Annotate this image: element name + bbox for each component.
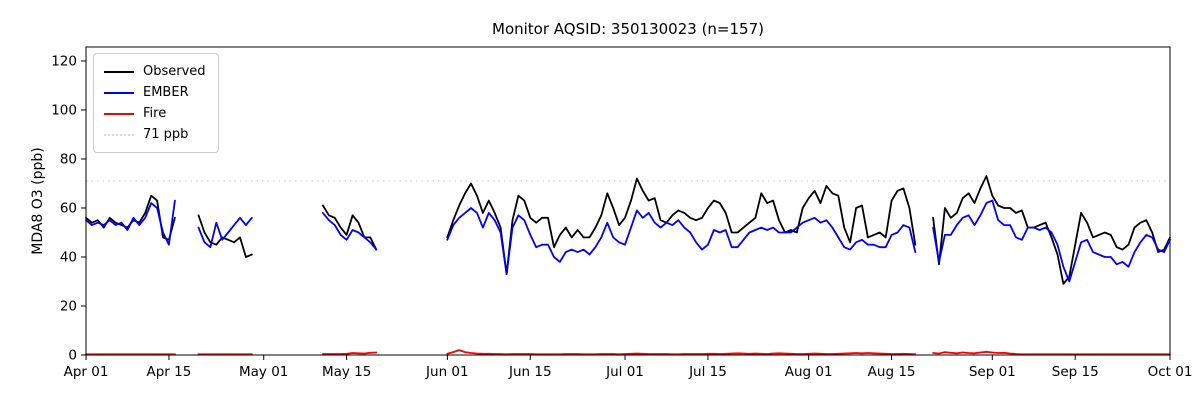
ember-line: [932, 199, 1171, 283]
x-tick-label: Apr 01: [64, 364, 109, 380]
legend-label: Observed: [143, 64, 206, 79]
y-tick-label: 20: [60, 298, 77, 314]
legend-label: Fire: [143, 106, 167, 121]
plot-border: [85, 46, 1171, 356]
y-tick-label: 120: [51, 53, 77, 69]
observed-line: [932, 175, 1171, 285]
x-tick-label: Oct 01: [1148, 364, 1193, 380]
legend-item-observed: Observed: [104, 61, 206, 82]
x-tick-label: Jun 15: [508, 364, 552, 380]
observed-line: [197, 214, 253, 258]
observed-line: [85, 194, 176, 241]
fire-line: [321, 351, 378, 355]
y-axis-label: MDA8 O3 (ppb): [30, 147, 46, 255]
threshold-line-swatch: [104, 133, 134, 136]
chart-title: Monitor AQSID: 350130023 (n=157): [492, 20, 764, 38]
y-tick-label: 100: [51, 102, 77, 118]
ember-line-swatch: [104, 91, 134, 94]
legend-label: 71 ppb: [143, 127, 189, 142]
legend-item-fire: Fire: [104, 103, 206, 124]
x-tick-label: Sep 15: [1052, 364, 1099, 380]
y-tick-label: 60: [60, 200, 77, 216]
observed-line: [446, 177, 917, 276]
x-tick-label: Aug 15: [868, 364, 916, 380]
x-tick-label: Apr 15: [147, 364, 192, 380]
ember-line: [197, 216, 253, 249]
x-tick-label: Jul 15: [688, 364, 727, 380]
legend: Observed EMBER Fire 71 ppb: [93, 53, 219, 153]
fire-line: [446, 349, 917, 356]
x-tick-label: Aug 01: [785, 364, 833, 380]
legend-item-threshold: 71 ppb: [104, 124, 206, 145]
x-tick-label: May 01: [239, 364, 288, 380]
x-tick-label: Sep 01: [969, 364, 1016, 380]
ember-line: [446, 207, 917, 276]
observed-line: [321, 204, 378, 251]
y-tick-label: 80: [60, 151, 77, 167]
ember-line: [85, 199, 176, 246]
ember-line: [321, 211, 378, 251]
y-tick-label: 40: [60, 249, 77, 265]
legend-item-ember: EMBER: [104, 82, 206, 103]
fire-line: [932, 350, 1171, 356]
observed-line-swatch: [104, 70, 134, 73]
legend-label: EMBER: [143, 85, 189, 100]
x-tick-label: Jun 01: [425, 364, 469, 380]
x-tick-label: Jul 01: [605, 364, 644, 380]
fire-line-swatch: [104, 112, 134, 115]
x-tick-label: May 15: [322, 364, 371, 380]
y-tick-label: 0: [68, 348, 77, 364]
